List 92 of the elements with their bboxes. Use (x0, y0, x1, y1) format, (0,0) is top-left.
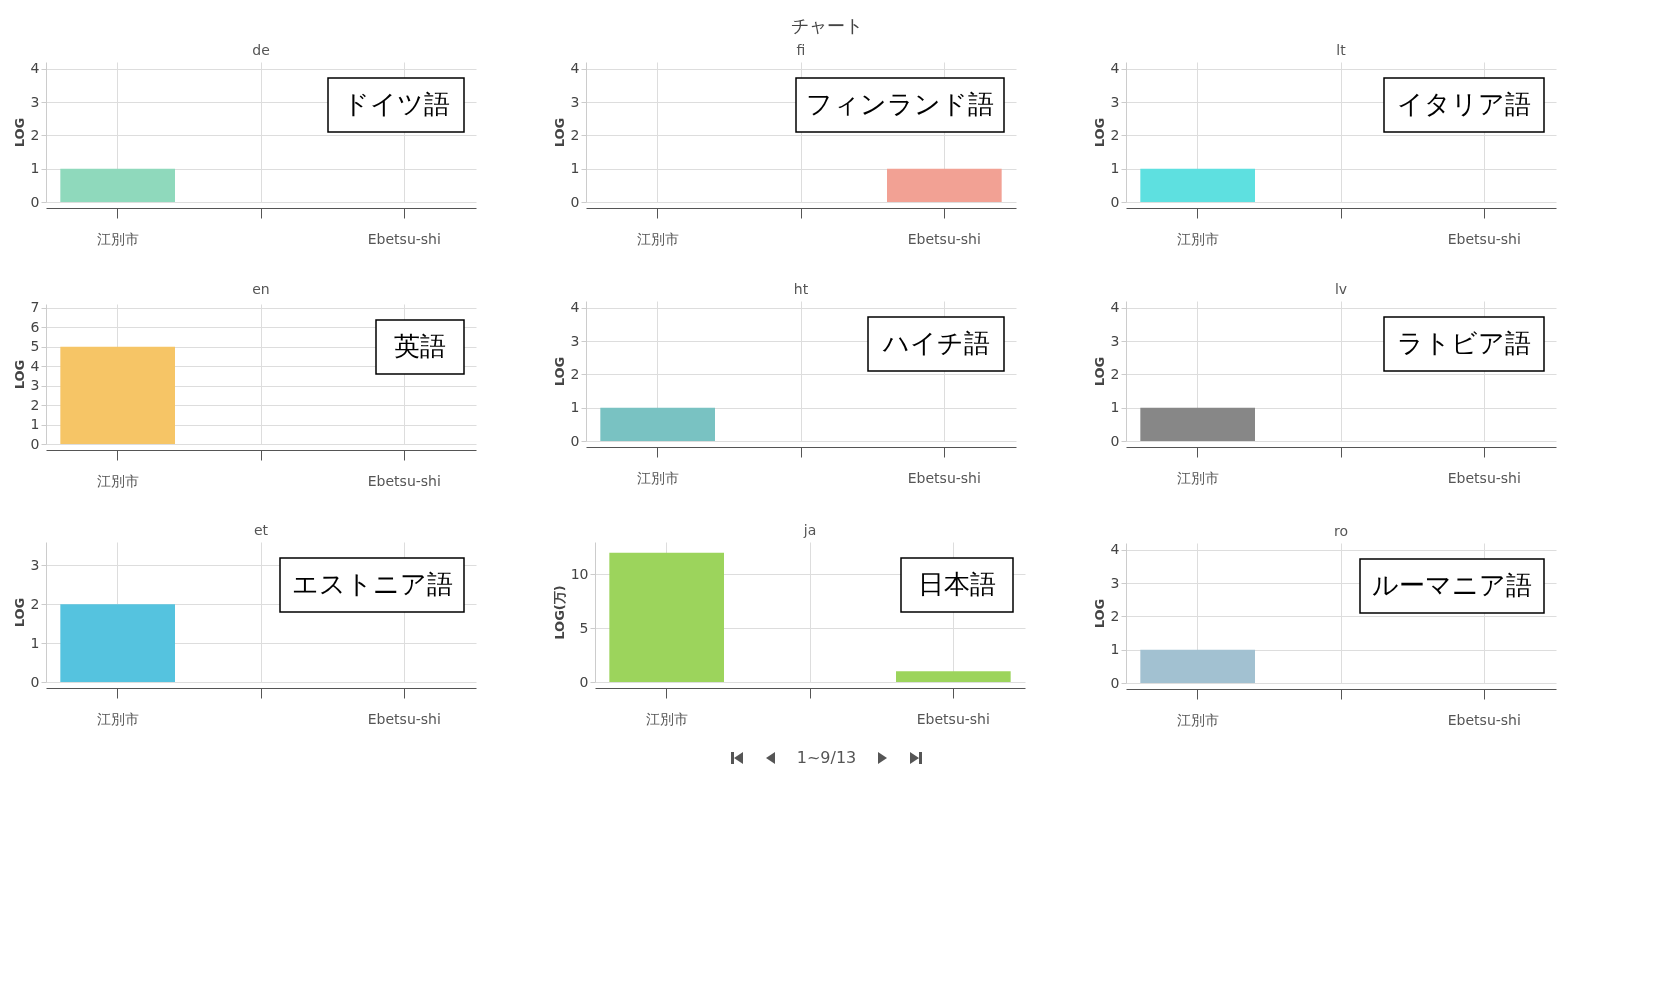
x-tick-label: 江別市 (96, 230, 139, 247)
y-tick-label: 4 (1110, 60, 1120, 77)
y-axis-title: LOG (1091, 598, 1107, 629)
annotation: ラトビア語 (1397, 328, 1531, 358)
y-tick-label: 2 (1110, 365, 1120, 382)
y-tick-label: 0 (1110, 432, 1120, 449)
y-tick-label: 4 (570, 299, 580, 316)
y-tick-label: 1 (30, 160, 40, 177)
chart-title: lv (1334, 280, 1348, 297)
y-tick-label: 4 (570, 60, 580, 77)
y-tick-label: 3 (30, 377, 40, 394)
x-tick-label: Ebetsu-shi (367, 710, 441, 727)
y-axis-title: LOG (551, 117, 567, 148)
x-tick-label: Ebetsu-shi (1447, 230, 1521, 247)
x-tick-label: Ebetsu-shi (1447, 469, 1521, 486)
y-axis-title: LOG (11, 359, 27, 390)
x-tick-label: Ebetsu-shi (907, 469, 981, 486)
y-tick-label: 5 (579, 619, 589, 636)
annotation: 日本語 (918, 569, 996, 599)
y-tick-label: 6 (30, 318, 40, 335)
chart-title: ja (802, 522, 817, 538)
y-tick-label: 1 (30, 416, 40, 433)
y-tick-label: 0 (30, 193, 40, 210)
y-tick-label: 1 (570, 160, 580, 177)
y-axis-title: LOG (11, 597, 27, 628)
y-tick-label: 2 (30, 396, 40, 413)
x-tick-label: Ebetsu-shi (367, 472, 441, 489)
chart-title: fi (796, 41, 806, 58)
y-tick-label: 10 (570, 565, 589, 582)
y-tick-label: 0 (579, 673, 589, 690)
x-tick-label: Ebetsu-shi (916, 710, 990, 727)
chart-title: en (252, 280, 270, 297)
chart-title: ht (793, 280, 809, 297)
y-tick-label: 4 (30, 60, 40, 77)
chart-title: et (253, 522, 269, 538)
chart-title: lt (1336, 41, 1347, 58)
y-tick-label: 0 (570, 432, 580, 449)
y-tick-label: 1 (570, 399, 580, 416)
x-tick-label: Ebetsu-shi (367, 230, 441, 247)
y-tick-label: 2 (30, 126, 40, 143)
x-tick-label: 江別市 (96, 472, 139, 489)
annotation: イタリア語 (1397, 89, 1531, 119)
y-tick-label: 3 (30, 556, 40, 573)
chart-title: de (252, 41, 270, 58)
text: 1~9/13 (796, 748, 857, 767)
annotation: ルーマニア語 (1372, 570, 1532, 600)
y-axis-title: LOG (11, 117, 27, 148)
y-axis-title: LOG (1091, 117, 1107, 148)
y-tick-label: 3 (1110, 332, 1120, 349)
x-tick-label: Ebetsu-shi (907, 230, 981, 247)
y-tick-label: 2 (570, 365, 580, 382)
annotation: フィンランド語 (806, 89, 994, 119)
y-tick-label: 4 (1110, 299, 1120, 316)
y-axis-title: LOG(万) (551, 585, 567, 640)
y-tick-label: 3 (1110, 93, 1120, 110)
x-tick-label: 江別市 (645, 710, 688, 727)
annotation: エストニア語 (291, 569, 453, 599)
y-tick-label: 0 (1110, 193, 1120, 210)
y-tick-label: 4 (30, 357, 40, 374)
y-tick-label: 1 (1110, 641, 1120, 658)
x-tick-label: Ebetsu-shi (1447, 711, 1521, 728)
x-tick-label: 江別市 (636, 469, 679, 486)
y-tick-label: 1 (30, 634, 40, 651)
y-tick-label: 2 (570, 126, 580, 143)
y-tick-label: 3 (30, 93, 40, 110)
y-tick-label: 3 (570, 93, 580, 110)
y-tick-label: 1 (1110, 399, 1120, 416)
y-axis-title: LOG (1091, 356, 1107, 387)
annotation: 英語 (394, 331, 446, 361)
y-tick-label: 2 (1110, 126, 1120, 143)
y-tick-label: 1 (1110, 160, 1120, 177)
x-tick-label: 江別市 (1176, 711, 1219, 728)
y-tick-label: 0 (1110, 674, 1120, 691)
chart-title: ro (1333, 522, 1349, 539)
y-tick-label: 3 (570, 332, 580, 349)
x-tick-label: 江別市 (636, 230, 679, 247)
y-tick-label: 7 (30, 299, 40, 316)
text: チャート (789, 14, 864, 38)
annotation: ドイツ語 (342, 89, 450, 119)
y-tick-label: 5 (30, 338, 40, 355)
y-axis-title: LOG (551, 356, 567, 387)
y-tick-label: 4 (1110, 541, 1120, 558)
x-tick-label: 江別市 (1176, 230, 1219, 247)
y-tick-label: 0 (30, 435, 40, 452)
annotation: ハイチ語 (881, 328, 990, 358)
y-tick-label: 2 (1110, 607, 1120, 624)
x-tick-label: 江別市 (96, 710, 139, 727)
x-tick-label: 江別市 (1176, 469, 1219, 486)
y-tick-label: 0 (570, 193, 580, 210)
y-tick-label: 3 (1110, 574, 1120, 591)
y-tick-label: 2 (30, 595, 40, 612)
y-tick-label: 0 (30, 673, 40, 690)
